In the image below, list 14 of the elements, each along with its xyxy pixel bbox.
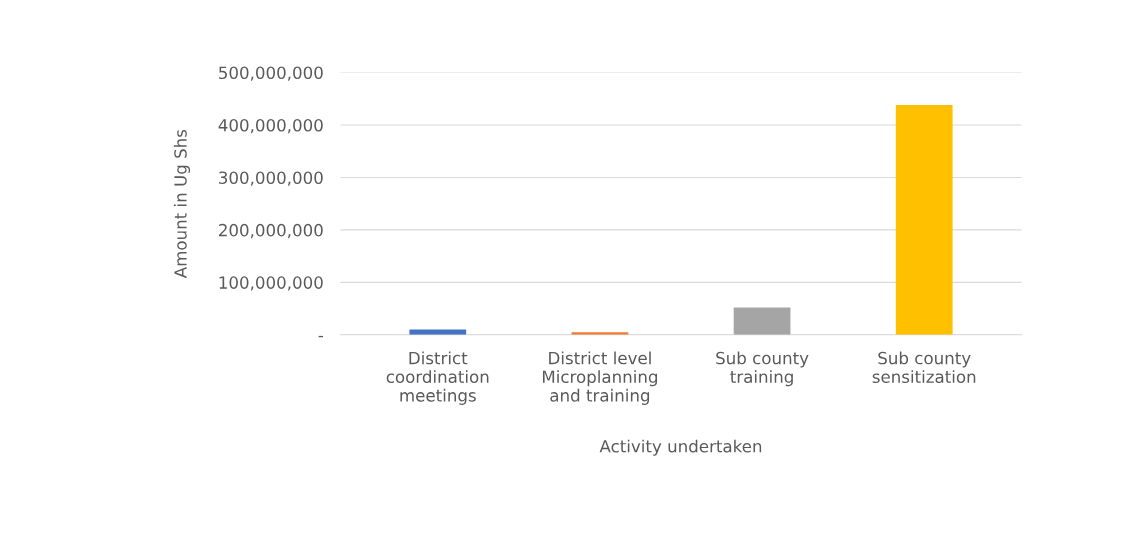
x-axis-title: Activity undertaken <box>599 439 762 456</box>
x-tick-label: Sub county sensitization <box>872 351 976 384</box>
y-tick-label: 200,000,000 <box>219 223 323 239</box>
y-tick-label: - <box>318 335 324 338</box>
y-tick-label: 500,000,000 <box>219 66 323 81</box>
bar <box>895 105 953 335</box>
y-tick-label: 400,000,000 <box>218 118 323 134</box>
x-tick-label: Sub county training <box>716 351 809 387</box>
y-tick-label: 100,000,000 <box>219 276 323 291</box>
bar <box>733 307 791 335</box>
x-tick-label: District coordination meetings <box>386 351 489 405</box>
x-tick-label: District level Microplanning and training <box>542 351 657 405</box>
y-tick-label: 300,000,000 <box>219 171 323 186</box>
y-axis-title: Amount in Ug Shs <box>173 129 191 279</box>
